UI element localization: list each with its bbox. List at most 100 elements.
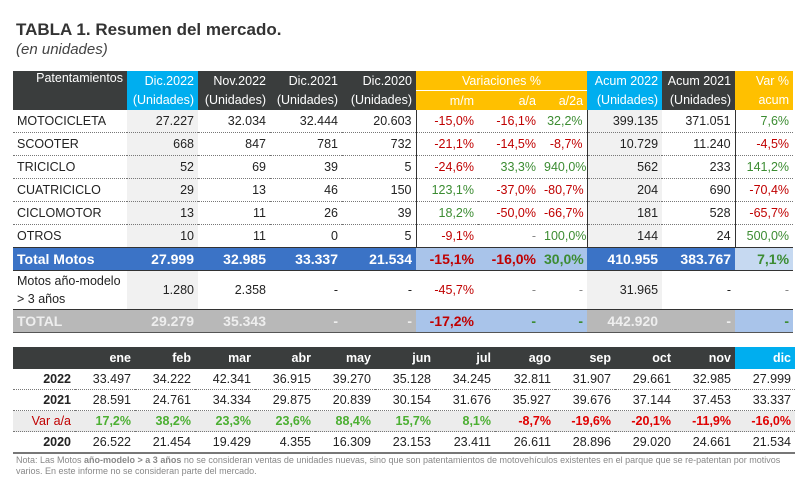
col-header-acum: acum bbox=[735, 90, 794, 110]
cell: - bbox=[270, 309, 342, 333]
cell: 29.875 bbox=[255, 389, 315, 411]
footnote: Nota: Las Motos año-modelo > a 3 años no… bbox=[16, 455, 786, 477]
cell: 32.985 bbox=[675, 369, 735, 390]
cell: 13 bbox=[198, 178, 270, 202]
month-header: mar bbox=[195, 347, 255, 369]
footnote-bold: año-modelo > a 3 años bbox=[84, 455, 182, 465]
months-header-row: ene feb mar abr may jun jul ago sep oct nov dic bbox=[13, 347, 795, 369]
col-header-dic2022: Dic.2022 bbox=[127, 71, 198, 91]
motos-modelo-row: Motos año-modelo > 3 años 1.280 2.358- - -45… bbox=[13, 270, 794, 310]
cell: - bbox=[540, 270, 588, 310]
cell: -65,7% bbox=[734, 201, 794, 225]
cell: 940,0% bbox=[540, 155, 588, 179]
cell: 781 bbox=[270, 132, 342, 156]
table-row: Var a/a 17,2% 38,2% 23,3% 23,6% 88,4% 15,7% 8,1… bbox=[13, 410, 795, 432]
cell: -19,6% bbox=[555, 410, 615, 432]
page-subtitle: (en unidades) bbox=[16, 41, 108, 58]
cell: 5 bbox=[342, 224, 416, 248]
cell: 233 bbox=[662, 155, 736, 179]
cell: 27.227 bbox=[127, 110, 198, 133]
cell: 33,3% bbox=[478, 155, 540, 179]
cell: 31.907 bbox=[555, 369, 615, 390]
cell: 181 bbox=[586, 201, 663, 225]
cell: -15,1% bbox=[416, 247, 478, 271]
cell: 668 bbox=[127, 132, 198, 156]
month-header: may bbox=[315, 347, 375, 369]
month-header: nov bbox=[675, 347, 735, 369]
table-row: CICLOMOTOR 13 11 26 39 18,2% -50,0% -66,7% 181 52… bbox=[13, 201, 794, 225]
cell: 23.153 bbox=[375, 431, 435, 454]
col-header-acum2021: Acum 2021 bbox=[662, 71, 736, 91]
col-header-nov2022: Nov.2022 bbox=[198, 71, 270, 91]
cell: 5 bbox=[342, 155, 416, 179]
cell: 27.999 bbox=[127, 247, 198, 271]
col-header-mm: m/m bbox=[416, 90, 478, 110]
cell: 29 bbox=[127, 178, 198, 202]
cell: 141,2% bbox=[734, 155, 794, 179]
page-title: TABLA 1. Resumen del mercado. bbox=[16, 20, 282, 39]
col-header-label: Patentamientos bbox=[13, 71, 127, 110]
cell: 33.337 bbox=[735, 389, 795, 411]
cell: 35.128 bbox=[375, 369, 435, 390]
cell: 7,6% bbox=[734, 110, 794, 133]
cell: 150 bbox=[342, 178, 416, 202]
cell: 38,2% bbox=[135, 410, 195, 432]
cell: 100,0% bbox=[540, 224, 588, 248]
cell: 11 bbox=[198, 224, 270, 248]
month-header: ago bbox=[495, 347, 555, 369]
cell: 31.676 bbox=[435, 389, 495, 411]
corner-cell bbox=[13, 347, 75, 369]
unit-label: (Unidades) bbox=[662, 90, 736, 110]
cell: - bbox=[270, 270, 342, 310]
cell: - bbox=[735, 309, 794, 333]
cell: - bbox=[735, 270, 794, 310]
cell: 33.337 bbox=[270, 247, 342, 271]
cell: 17,2% bbox=[75, 410, 135, 432]
cell: 123,1% bbox=[415, 178, 478, 202]
cell: 15,7% bbox=[375, 410, 435, 432]
cell: 46 bbox=[270, 178, 342, 202]
month-header: abr bbox=[255, 347, 315, 369]
cell: - bbox=[662, 309, 736, 333]
col-header-dic2021: Dic.2021 bbox=[270, 71, 342, 91]
cell: 1.280 bbox=[127, 270, 198, 310]
cell: -11,9% bbox=[675, 410, 735, 432]
cell: 69 bbox=[198, 155, 270, 179]
unit-label: (Unidades) bbox=[198, 90, 270, 110]
month-header: oct bbox=[615, 347, 675, 369]
cell: 732 bbox=[342, 132, 416, 156]
footnote-suffix: no se consideran ventas de unidades nuev… bbox=[16, 455, 781, 476]
cell: -66,7% bbox=[540, 201, 588, 225]
cell: -45,7% bbox=[416, 270, 478, 310]
row-label: Var a/a bbox=[13, 410, 75, 432]
cell: - bbox=[478, 270, 540, 310]
cell: 8,1% bbox=[435, 410, 495, 432]
cell: 26 bbox=[270, 201, 342, 225]
table-row: MOTOCICLETA 27.227 32.034 32.444 20.603 -15,0… bbox=[13, 110, 794, 133]
cell: 10 bbox=[127, 224, 198, 248]
cell: -37,0% bbox=[478, 178, 540, 202]
cell: 23,6% bbox=[255, 410, 315, 432]
cell: 29.661 bbox=[615, 369, 675, 390]
cell: 29.020 bbox=[615, 431, 675, 454]
cell: 32.985 bbox=[198, 247, 270, 271]
row-label: CICLOMOTOR bbox=[13, 201, 127, 225]
footnote-prefix: Nota: Las Motos bbox=[16, 455, 85, 465]
row-label: TRICICLO bbox=[13, 155, 127, 179]
unit-label: (Unidades) bbox=[270, 90, 342, 110]
cell: 16.309 bbox=[315, 431, 375, 454]
total-row: TOTAL 29.279 35.343- - -17,2% - -442.920- - bbox=[13, 309, 794, 333]
row-label: Motos año-modelo > 3 años bbox=[13, 270, 127, 310]
cell: - bbox=[540, 309, 588, 333]
cell: 21.534 bbox=[342, 247, 416, 271]
cell: 32.034 bbox=[198, 110, 270, 133]
table-row: 2022 33.497 34.222 42.341 36.915 39.270 35.128… bbox=[13, 369, 795, 390]
cell: - bbox=[662, 270, 736, 310]
row-label: Total Motos bbox=[13, 247, 127, 271]
col-header-acum2022: Acum 2022 bbox=[587, 71, 663, 91]
cell: 19.429 bbox=[195, 431, 255, 454]
cell: 39 bbox=[342, 201, 416, 225]
cell: 442.920 bbox=[587, 309, 663, 333]
cell: -16,1% bbox=[478, 110, 540, 133]
cell: 88,4% bbox=[315, 410, 375, 432]
